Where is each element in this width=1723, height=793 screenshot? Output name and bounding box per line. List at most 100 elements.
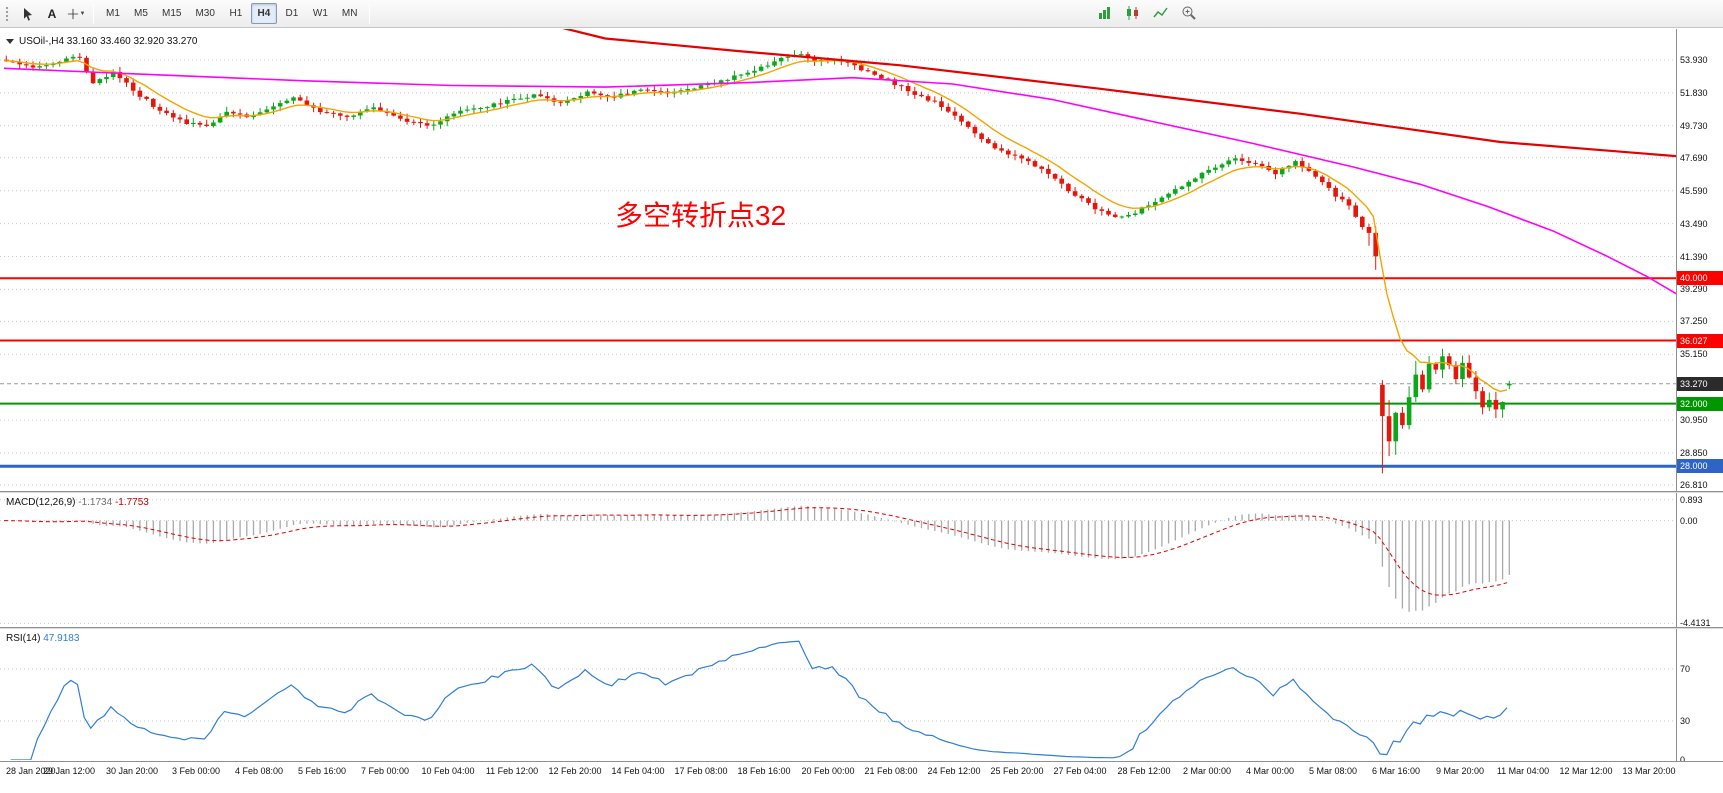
macd-histogram: [12, 505, 1510, 612]
macd-scale-label: 0.893: [1680, 495, 1703, 505]
time-axis-label: 27 Feb 04:00: [1053, 766, 1107, 776]
candles-layer: [4, 50, 1512, 474]
price-badge-32.000: 32.000: [1677, 397, 1723, 411]
rsi-level-lines: [0, 668, 1676, 722]
crosshair-tool-button[interactable]: ▼: [64, 3, 88, 25]
time-axis-label: 3 Feb 00:00: [171, 766, 221, 776]
macd-scale-label: 0.00: [1680, 516, 1698, 526]
price-axis[interactable]: 53.930 51.830 49.730 47.690 45.590 43.490 41.3…: [1676, 29, 1723, 781]
candlestick-chart-icon[interactable]: [1121, 2, 1145, 24]
price-axis-label: 26.810: [1680, 480, 1708, 490]
dropdown-caret-icon: ▼: [79, 10, 86, 17]
time-axis-label: 29 Jan 12:00: [42, 766, 96, 776]
time-axis-label: 30 Jan 20:00: [105, 766, 159, 776]
time-axis-label: 18 Feb 16:00: [737, 766, 791, 776]
price-axis-label: 49.730: [1680, 121, 1708, 131]
price-axis-label: 39.290: [1680, 284, 1708, 294]
toolbar: A ▼ M1 M5 M15 M30 H1 H4 D1 W1 MN: [0, 0, 1723, 28]
time-axis-label: 10 Feb 04:00: [421, 766, 475, 776]
timeframe-button-w1[interactable]: W1: [307, 3, 334, 24]
crosshair-icon: [67, 8, 78, 19]
timeframe-button-m30[interactable]: M30: [189, 3, 220, 24]
time-axis-label: 25 Feb 20:00: [990, 766, 1044, 776]
time-axis-label: 11 Feb 12:00: [485, 766, 539, 776]
price-axis-label: 37.250: [1680, 316, 1708, 326]
time-axis-label: 12 Mar 12:00: [1559, 766, 1613, 776]
macd-grid: [0, 499, 1676, 624]
time-axis-label: 20 Feb 00:00: [801, 766, 855, 776]
time-axis-label: 4 Mar 00:00: [1245, 766, 1295, 776]
price-badge-40.000: 40.000: [1677, 271, 1723, 285]
ma-mid-line: [3, 67, 1676, 295]
chart-title: USOil-,H4 33.160 33.460 32.920 33.270: [6, 36, 197, 47]
time-axis-label: 13 Mar 20:00: [1622, 766, 1676, 776]
toolbar-separator: [369, 3, 371, 24]
time-axis-label: 24 Feb 12:00: [927, 766, 981, 776]
ma-slow-line: [562, 29, 1676, 158]
time-axis-label: 7 Feb 00:00: [360, 766, 410, 776]
time-axis-label: 11 Mar 04:00: [1496, 766, 1550, 776]
line-chart-icon[interactable]: [1149, 2, 1173, 24]
cursor-tool-button[interactable]: [16, 3, 40, 25]
time-axis-label: 4 Feb 08:00: [234, 766, 284, 776]
toolbar-drag-handle[interactable]: [5, 5, 10, 22]
time-axis-label: 17 Feb 08:00: [674, 766, 728, 776]
price-axis-label: 35.150: [1680, 349, 1708, 359]
time-axis-label: 21 Feb 08:00: [864, 766, 918, 776]
price-axis-label: 51.830: [1680, 88, 1708, 98]
timeframe-button-m5[interactable]: M5: [128, 3, 154, 24]
chart-title-text: USOil-,H4 33.160 33.460 32.920 33.270: [19, 36, 198, 47]
price-badge-36.027: 36.027: [1677, 334, 1723, 348]
rsi-scale-label: 30: [1680, 716, 1691, 726]
panel-separator[interactable]: [0, 627, 1723, 629]
price-badge-28.000: 28.000: [1677, 459, 1723, 473]
rsi-scale-label: 0: [1680, 755, 1686, 765]
time-axis-label: 12 Feb 20:00: [548, 766, 602, 776]
time-axis[interactable]: 28 Jan 2020 29 Jan 12:00 30 Jan 20:00 3 Feb…: [0, 761, 1723, 783]
price-axis-label: 45.590: [1680, 186, 1708, 196]
time-axis-label: 5 Mar 08:00: [1308, 766, 1358, 776]
time-axis-label: 28 Jan 2020: [6, 766, 56, 776]
rsi-panel-canvas[interactable]: [0, 630, 1676, 760]
timeframe-button-m15[interactable]: M15: [156, 3, 187, 24]
timeframe-button-group: M1 M5 M15 M30 H1 H4 D1 W1 MN: [99, 3, 364, 24]
macd-label: MACD(12,26,9) -1.1734 -1.7753: [6, 497, 149, 508]
price-axis-label: 43.490: [1680, 219, 1708, 229]
price-axis-label: 41.390: [1680, 252, 1708, 262]
rsi-line: [10, 640, 1508, 760]
macd-signal-value: -1.7753: [114, 497, 149, 508]
rsi-scale-label: 70: [1680, 664, 1691, 674]
time-axis-label: 5 Feb 16:00: [297, 766, 347, 776]
macd-main-value: -1.1734: [78, 497, 113, 508]
horizontal-line-objects[interactable]: [0, 277, 1676, 468]
chart-menu-arrow-icon[interactable]: [6, 39, 14, 44]
time-axis-label: 2 Mar 00:00: [1182, 766, 1232, 776]
price-axis-label: 28.850: [1680, 448, 1708, 458]
timeframe-button-h1[interactable]: H1: [223, 3, 249, 24]
timeframe-button-h4[interactable]: H4: [250, 3, 277, 24]
main-chart-canvas[interactable]: [0, 29, 1676, 491]
rsi-label: RSI(14) 47.9183: [6, 633, 79, 644]
time-axis-label: 9 Mar 20:00: [1435, 766, 1485, 776]
rsi-indicator-name: RSI(14): [6, 633, 41, 644]
cursor-icon: [24, 7, 32, 21]
macd-signal-line: [3, 507, 1508, 596]
ma-fast-line: [3, 59, 1508, 393]
timeframe-button-mn[interactable]: MN: [336, 3, 364, 24]
price-axis-label: 47.690: [1680, 153, 1708, 163]
rsi-value: 47.9183: [43, 633, 80, 644]
timeframe-button-d1[interactable]: D1: [279, 3, 305, 24]
bar-chart-icon[interactable]: [1093, 2, 1117, 24]
chart-annotation-text[interactable]: 多空转折点32: [615, 200, 787, 231]
current-price-badge: 33.270: [1677, 377, 1723, 391]
price-axis-label: 53.930: [1680, 55, 1708, 65]
panel-separator[interactable]: [0, 491, 1723, 493]
text-tool-button[interactable]: A: [40, 3, 64, 25]
timeframe-button-m1[interactable]: M1: [100, 3, 126, 24]
time-axis-label: 28 Feb 12:00: [1117, 766, 1171, 776]
macd-panel-canvas[interactable]: [0, 494, 1676, 626]
toolbar-separator: [93, 3, 94, 24]
macd-indicator-name: MACD(12,26,9): [6, 497, 76, 508]
zoom-in-icon[interactable]: [1177, 2, 1201, 24]
macd-scale-label: -4.4131: [1680, 618, 1711, 628]
